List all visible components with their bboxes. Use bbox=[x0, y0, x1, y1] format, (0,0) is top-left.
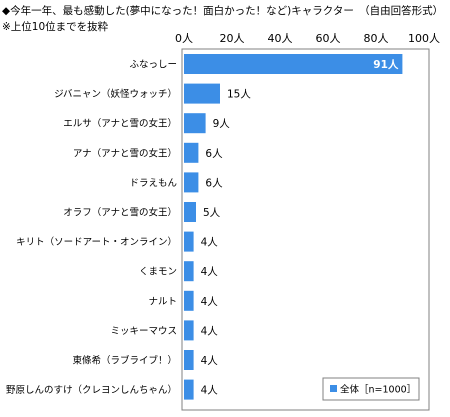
category-label: 野原しんのすけ（クレヨンしんちゃん） bbox=[6, 384, 177, 396]
category-label: アナ（アナと雪の女王） bbox=[73, 147, 177, 159]
category-label: ドラえもん bbox=[129, 178, 177, 189]
bar bbox=[184, 320, 194, 341]
bar bbox=[184, 172, 199, 193]
category-label: 東條希（ラブライブ！） bbox=[72, 355, 177, 367]
x-tick-label: 40人 bbox=[268, 32, 293, 45]
data-label: 15人 bbox=[227, 89, 251, 101]
x-tick-label: 80人 bbox=[364, 32, 389, 45]
category-label: オラフ（アナと雪の女王） bbox=[63, 207, 177, 219]
category-label: ミッキーマウス bbox=[110, 326, 177, 337]
bar bbox=[184, 231, 194, 252]
data-label: 4人 bbox=[201, 385, 219, 397]
data-label: 91人 bbox=[373, 58, 399, 71]
bar bbox=[184, 83, 220, 104]
data-label: 4人 bbox=[201, 296, 219, 308]
legend-box bbox=[322, 377, 420, 401]
data-label: 6人 bbox=[205, 177, 223, 189]
data-label: 9人 bbox=[213, 118, 231, 130]
x-tick-label: 20人 bbox=[220, 32, 245, 45]
data-label: 5人 bbox=[203, 207, 221, 219]
category-label: くまモン bbox=[139, 267, 177, 278]
x-tick-label: 0人 bbox=[175, 32, 193, 45]
data-label: 4人 bbox=[201, 237, 219, 249]
bar bbox=[184, 379, 194, 400]
category-label: ジバニャン（妖怪ウォッチ） bbox=[54, 88, 177, 100]
data-label: 4人 bbox=[201, 355, 219, 367]
chart-title: ◆今年一年、最も感動した(夢中になった！面白かった！など)キャラクター （自由回… bbox=[2, 5, 444, 17]
bar bbox=[184, 113, 206, 134]
category-label: キリト（ソードアート・オンライン） bbox=[16, 236, 177, 248]
legend-swatch bbox=[330, 385, 337, 392]
bar bbox=[184, 202, 196, 222]
data-label: 4人 bbox=[201, 325, 219, 337]
x-tick-label: 60人 bbox=[316, 32, 341, 45]
bar bbox=[184, 350, 194, 370]
bar bbox=[184, 290, 194, 311]
bar bbox=[184, 261, 194, 282]
category-label: ふなっしー bbox=[129, 60, 177, 71]
category-label: ナルト bbox=[148, 296, 177, 307]
bar bbox=[184, 142, 199, 163]
data-label: 6人 bbox=[205, 148, 223, 160]
legend-label: 全体［n=1000］ bbox=[340, 384, 416, 396]
chart-subtitle: ※上位10位までを抜粋 bbox=[2, 21, 109, 33]
bar bbox=[184, 54, 403, 74]
category-label: エルサ（アナと雪の女王） bbox=[63, 118, 177, 130]
data-label: 4人 bbox=[201, 266, 219, 278]
x-tick-label: 100人 bbox=[408, 32, 440, 45]
plot-frame bbox=[181, 48, 430, 411]
